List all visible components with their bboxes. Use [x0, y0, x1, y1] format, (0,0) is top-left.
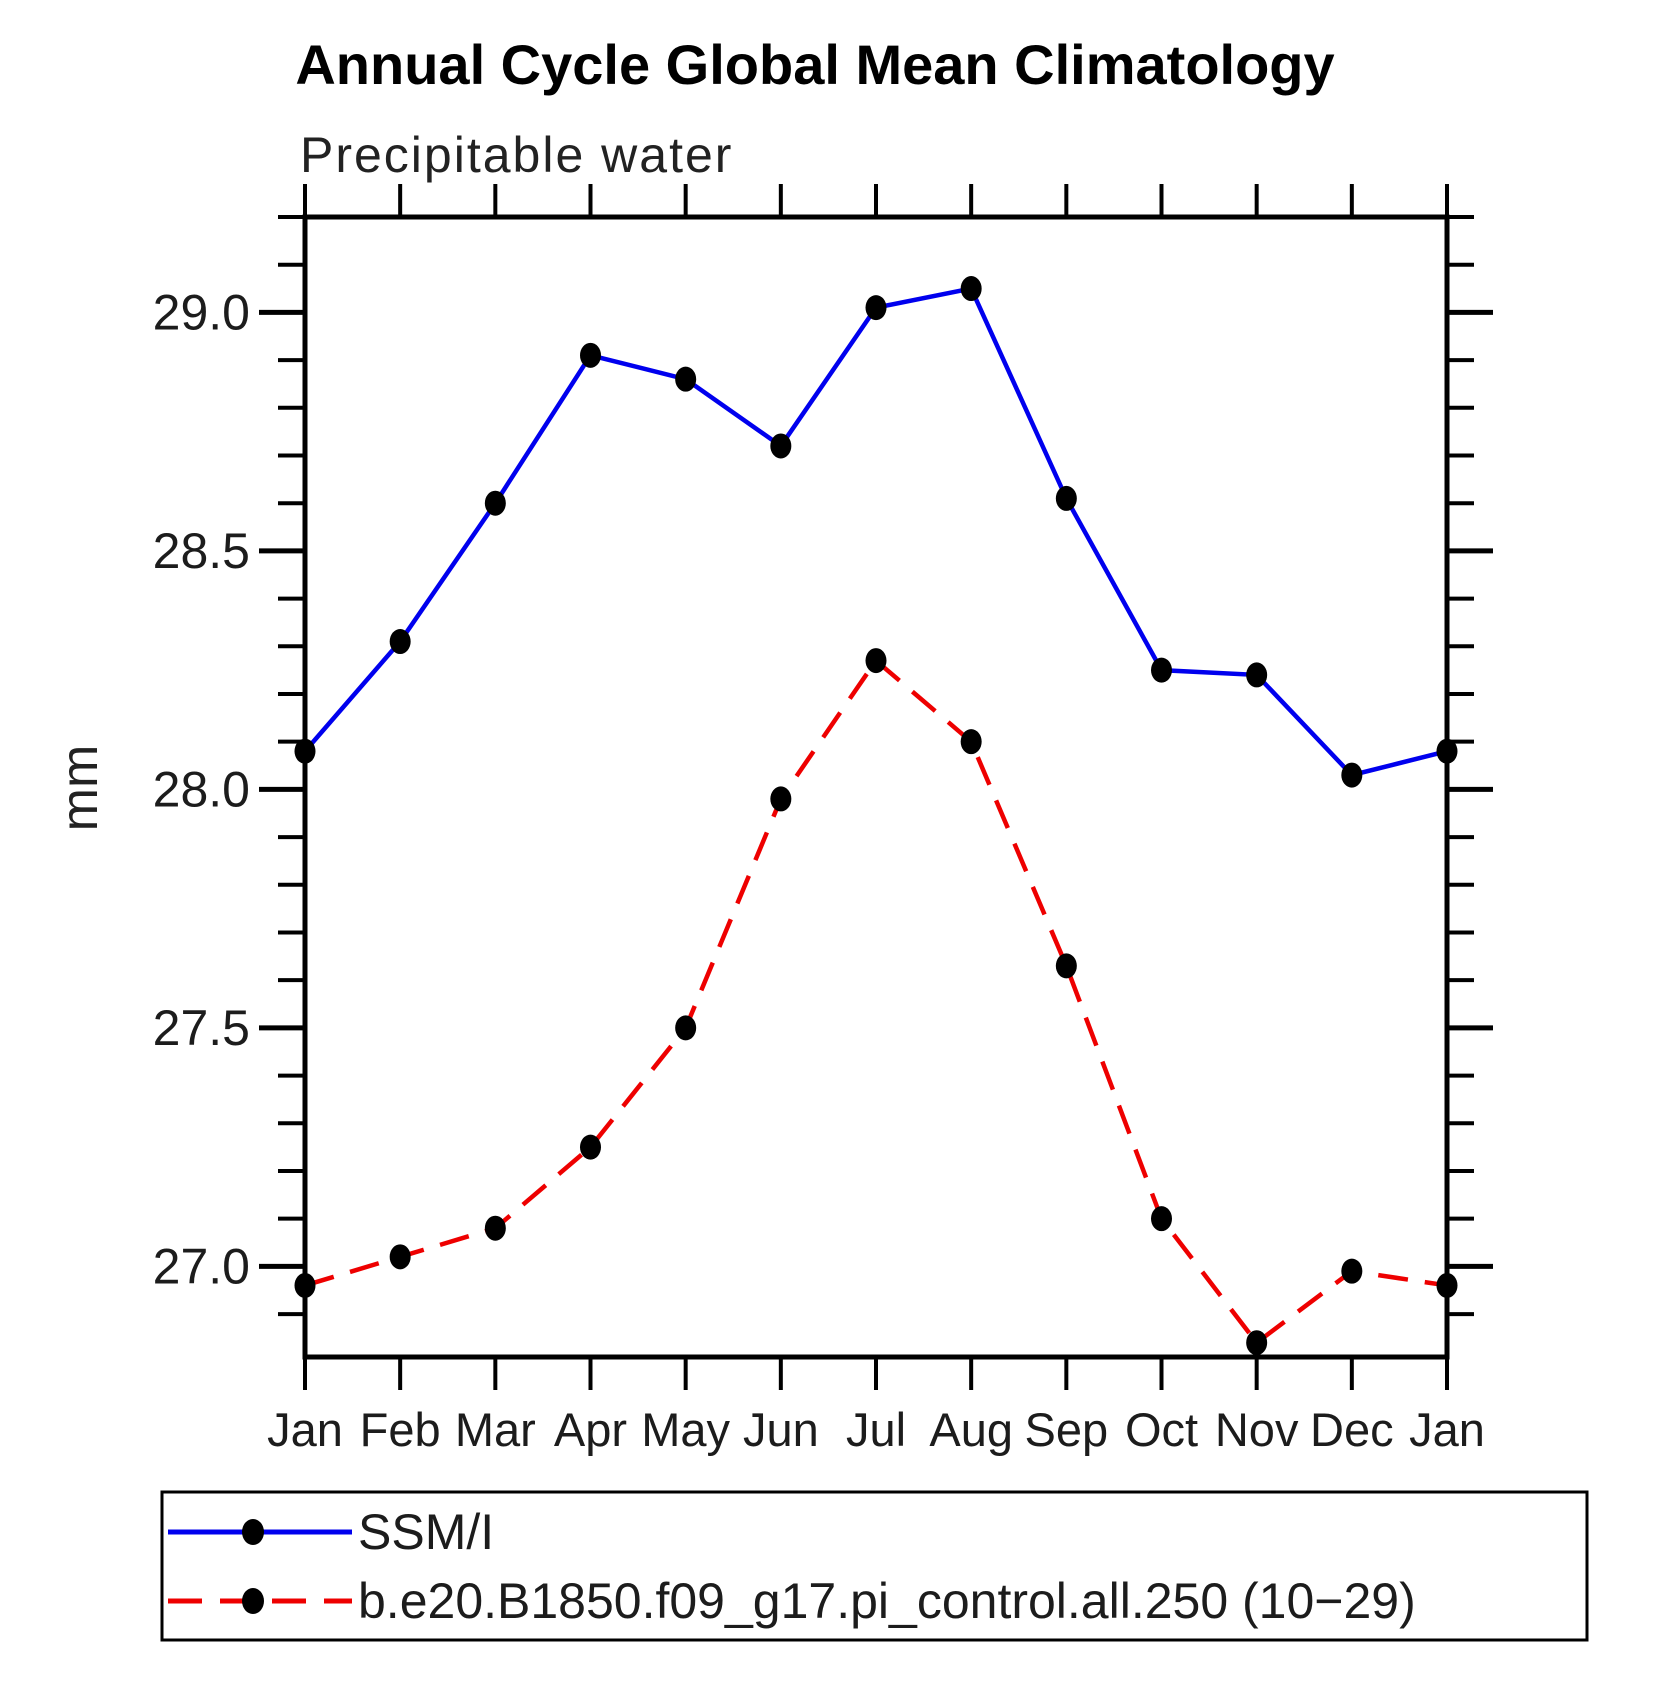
legend-label-ssmi: SSM/I [358, 1504, 494, 1560]
data-point-marker-0 [960, 276, 982, 302]
data-point-marker-1 [389, 1244, 411, 1270]
x-tick-label: Jan [267, 1403, 343, 1456]
x-tick-label: Nov [1215, 1403, 1299, 1456]
data-point-marker-1 [580, 1134, 601, 1160]
x-tick-label: Sep [1025, 1403, 1109, 1456]
legend-marker-ssmi [242, 1519, 264, 1545]
x-tick-label: Jan [1409, 1403, 1485, 1456]
data-point-marker-0 [484, 490, 506, 516]
plot-frame [302, 214, 1450, 1360]
x-tick-label: Jun [743, 1403, 819, 1456]
x-tick-label: Oct [1125, 1403, 1198, 1456]
y-tick-label: 28.0 [153, 761, 250, 817]
legend-label-model: b.e20.B1850.f09_g17.pi_control.all.250 (… [358, 1573, 1416, 1629]
data-point-marker-1 [1055, 953, 1077, 979]
series-line-0 [303, 285, 1448, 778]
data-point-marker-1 [675, 1015, 697, 1041]
y-tick-label: 29.0 [153, 284, 250, 340]
legend-box [160, 1490, 1589, 1642]
x-tick-label: Apr [554, 1403, 627, 1456]
plot-area: Jan Feb Mar Apr May Jun Jul Aug Sep Oct Nov Dec Jan 2… [153, 184, 1493, 1456]
data-point-marker-0 [675, 366, 697, 392]
y-tick-label: 28.5 [153, 523, 250, 579]
x-tick-label: Dec [1310, 1403, 1394, 1456]
y-axis-label: mm [51, 745, 109, 832]
chart-title: Annual Cycle Global Mean Climatology [295, 33, 1334, 96]
legend-marker-model [242, 1588, 264, 1614]
x-tick-label: May [641, 1403, 730, 1456]
data-point-marker-0 [865, 295, 887, 321]
x-tick-label: Mar [455, 1403, 536, 1456]
x-tick-label: Jul [846, 1403, 906, 1456]
legend-item-model: b.e20.B1850.f09_g17.pi_control.all.250 (… [168, 1573, 1416, 1629]
data-point-marker-1 [1341, 1258, 1363, 1284]
legend-item-ssmi: SSM/I [168, 1504, 494, 1560]
data-point-marker-0 [580, 342, 601, 368]
data-point-marker-0 [1151, 657, 1172, 683]
legend: SSM/I b.e20.B1850.f09_g17.pi_control.all… [160, 1490, 1589, 1642]
data-point-marker-0 [1341, 762, 1363, 788]
data-point-marker-0 [1246, 662, 1268, 688]
data-point-marker-0 [1055, 485, 1077, 511]
data-point-marker-1 [770, 786, 792, 812]
data-point-marker-1 [1151, 1206, 1172, 1232]
chart-subtitle: Precipitable water [300, 127, 733, 183]
x-tick-label: Aug [929, 1403, 1013, 1456]
data-point-marker-1 [865, 648, 887, 674]
data-point-marker-1 [960, 729, 982, 755]
data-point-marker-0 [770, 433, 792, 459]
y-tick-label: 27.0 [153, 1238, 250, 1294]
x-tick-label: Feb [360, 1403, 441, 1456]
data-point-marker-1 [484, 1215, 506, 1241]
series-line-1 [304, 657, 1448, 1346]
data-point-marker-1 [1246, 1330, 1268, 1356]
data-point-marker-0 [389, 629, 411, 655]
y-tick-label: 27.5 [153, 1000, 250, 1056]
